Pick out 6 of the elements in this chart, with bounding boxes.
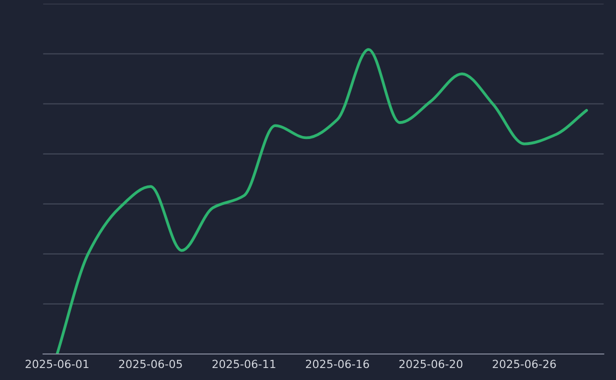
x-tick-label: 2025-06-11	[212, 360, 276, 368]
x-tick-label: 2025-06-01	[26, 360, 88, 368]
x-tick-label: 2025-06-20	[399, 360, 462, 368]
x-tick-label: 2025-06-05	[119, 360, 182, 368]
x-tick-label: 2025-06-26	[492, 360, 556, 368]
x-tick-label: 2025-06-16	[306, 360, 369, 368]
